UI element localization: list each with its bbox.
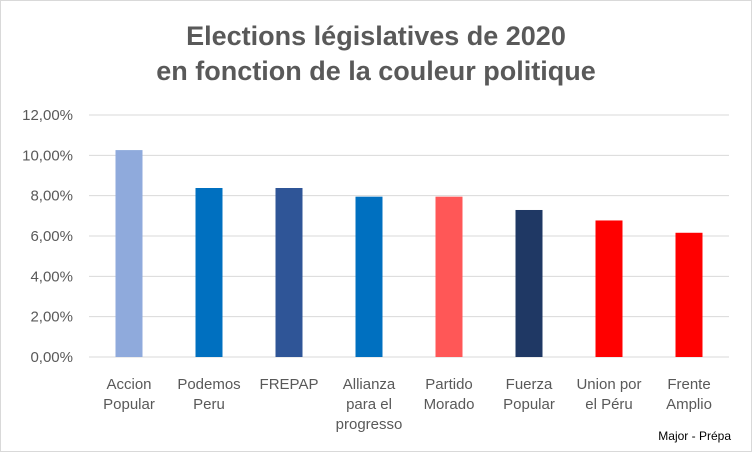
credit-label: Major - Prépa (658, 429, 731, 443)
chart-title-line-2: en fonction de la couleur politique (156, 56, 596, 86)
category-label: Accion Popular (103, 376, 155, 413)
category-label: Podemos Peru (177, 376, 240, 413)
bar (595, 220, 623, 357)
bar (435, 196, 463, 357)
chart-title-line-1: Elections législatives de 2020 (186, 21, 566, 51)
bar (275, 188, 303, 357)
category-label: Union por el Péru (576, 376, 641, 413)
y-tick-label: 0,00% (30, 349, 73, 366)
bar (195, 188, 223, 357)
bar (115, 150, 143, 357)
y-tick-label: 4,00% (30, 268, 73, 285)
bar (515, 209, 543, 357)
y-tick-label: 10,00% (22, 147, 73, 164)
category-label: Allianza para el progresso (336, 376, 403, 433)
y-tick-label: 6,00% (30, 228, 73, 245)
bar (675, 232, 703, 357)
category-label: Frente Amplio (666, 376, 712, 413)
y-tick-label: 2,00% (30, 309, 73, 326)
category-label: Partido Morado (424, 376, 475, 413)
chart-title: Elections législatives de 2020 en foncti… (1, 19, 751, 89)
y-tick-label: 8,00% (30, 188, 73, 205)
category-label: Fuerza Popular (503, 376, 555, 413)
category-label: FREPAP (260, 376, 319, 393)
y-tick-label: 12,00% (22, 107, 73, 124)
bar (355, 196, 383, 357)
